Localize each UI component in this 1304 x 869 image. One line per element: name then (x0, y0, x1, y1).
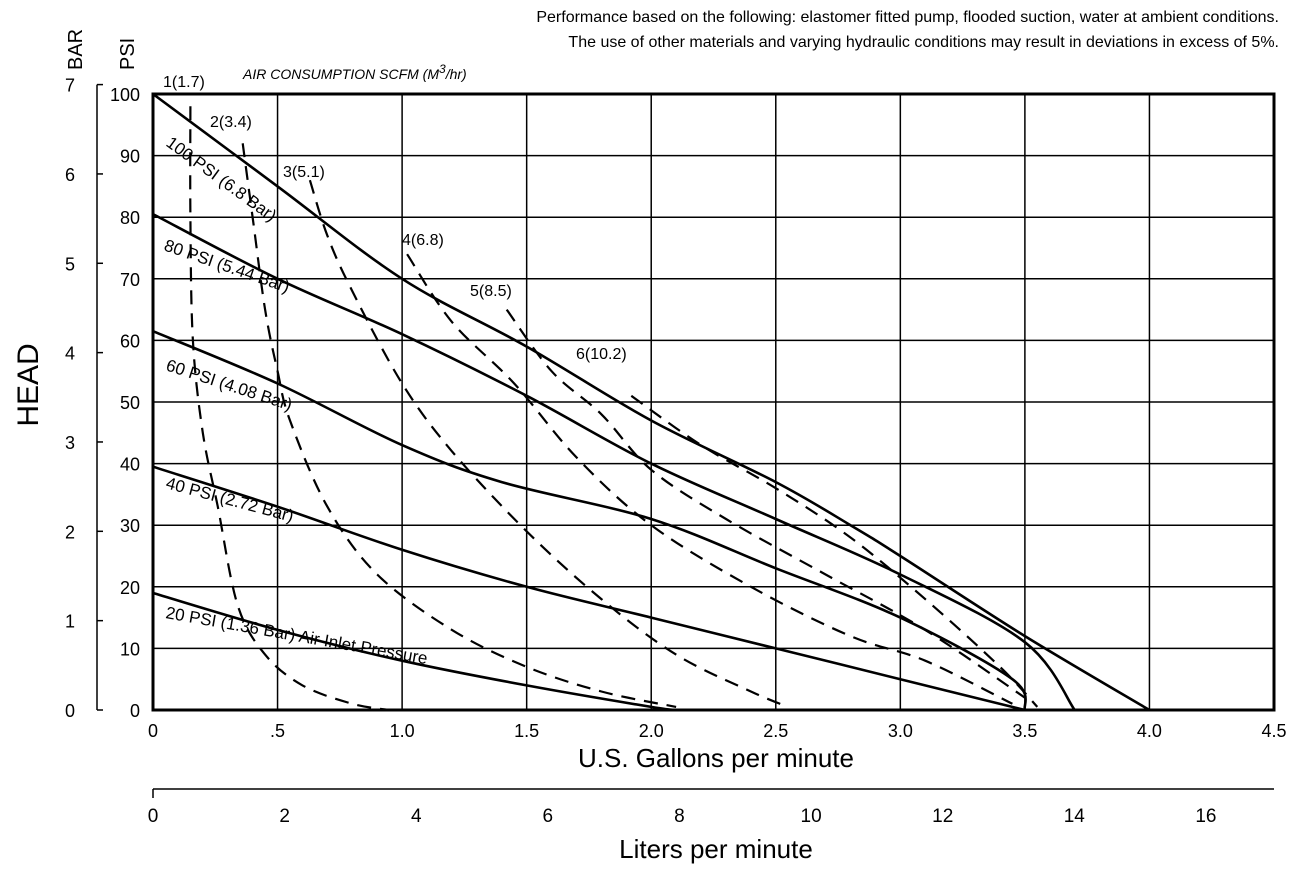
gpm-tick-label: 3.5 (1012, 721, 1037, 741)
lpm-tick-label: 14 (1064, 806, 1086, 827)
lpm-tick-label: 6 (543, 806, 554, 827)
bar-tick-label: 4 (65, 344, 75, 364)
pressure-curve (152, 465, 1026, 712)
lpm-tick-label: 4 (411, 806, 422, 827)
gpm-tick-label: 2.0 (639, 721, 664, 741)
air-consumption-title: AIR CONSUMPTION SCFM (M3/hr) (242, 62, 467, 82)
note-line-1: Performance based on the following: elas… (536, 9, 1279, 26)
y-axis-title: HEAD (12, 343, 45, 426)
pressure-curve-label: 80 PSI (5.44 Bar) (162, 236, 292, 297)
psi-tick-label: 10 (120, 639, 140, 659)
air-consumption-curve (241, 143, 677, 708)
pressure-curve-label: 100 PSI (6.8 Bar) (163, 133, 280, 226)
psi-tick-label: 50 (120, 393, 140, 413)
plot-frame (151, 92, 1276, 712)
air-curve-label: 3(5.1) (283, 164, 325, 181)
gpm-tick-label: 4.0 (1137, 721, 1162, 741)
psi-unit-label: PSI (117, 38, 139, 70)
lpm-tick-label: 10 (801, 806, 822, 827)
air-curve-label: 2(3.4) (210, 114, 252, 131)
air-consumption-curve (630, 394, 1039, 708)
air-curve-label: 4(6.8) (402, 232, 444, 249)
air-curve-label: 1(1.7) (163, 74, 205, 91)
bar-tick-label: 5 (65, 254, 75, 274)
x-axis-title: U.S. Gallons per minute (578, 743, 854, 773)
air-consumption-curve (189, 106, 390, 712)
air-consumption-curve (308, 179, 789, 708)
gpm-tick-label: 1.0 (390, 721, 415, 741)
air-curve-label: 6(10.2) (576, 346, 627, 363)
note-line-2: The use of other materials and varying h… (568, 34, 1279, 51)
left-axes: 0 10 20 30 40 50 60 70 80 90 100 0 1 2 3 4 5 6 7 (65, 76, 140, 721)
psi-tick-label: 90 (120, 147, 140, 167)
air-curve-label: 5(8.5) (470, 283, 512, 300)
psi-tick-label: 30 (120, 516, 140, 536)
x2-axis-title: Liters per minute (619, 834, 813, 864)
psi-tick-label: 70 (120, 270, 140, 290)
bar-unit-label: BAR (65, 29, 87, 70)
psi-tick-label: 20 (120, 578, 140, 598)
gpm-tick-label: 0 (148, 721, 158, 741)
grid (151, 92, 1276, 712)
curves (152, 92, 1151, 712)
gpm-tick-label: 2.5 (763, 721, 788, 741)
lpm-tick-label: 12 (932, 806, 953, 827)
pressure-curve-label: 60 PSI (4.08 Bar) (164, 356, 295, 415)
lpm-tick-label: 2 (279, 806, 290, 827)
air-consumption-curve (406, 253, 1013, 705)
bar-tick-label: 1 (65, 612, 75, 632)
psi-tick-label: 0 (130, 701, 140, 721)
bar-tick-label: 2 (65, 522, 75, 542)
gpm-tick-label: 4.5 (1261, 721, 1286, 741)
bar-tick-label: 6 (65, 165, 75, 185)
pressure-curve (152, 212, 1076, 711)
gpm-tick-label: 3.0 (888, 721, 913, 741)
bar-tick-label: 0 (65, 701, 75, 721)
pressure-curve (152, 92, 1151, 712)
bar-tick-label: 3 (65, 433, 75, 453)
gpm-tick-label: 1.5 (514, 721, 539, 741)
bar-tick-label: 7 (65, 76, 75, 96)
psi-tick-label: 80 (120, 208, 140, 228)
lpm-tick-label: 0 (148, 806, 159, 827)
pressure-curve-label: 40 PSI (2.72 Bar) (164, 474, 296, 526)
pressure-curve (152, 591, 677, 712)
gpm-tick-label: .5 (270, 721, 285, 741)
bottom-axes: 0 .5 1.0 1.5 2.0 2.5 3.0 3.5 4.0 4.5 0 2 4 6 8 10 12 14 16 (148, 721, 1287, 827)
pressure-curve (152, 330, 1027, 711)
psi-tick-label: 100 (110, 85, 140, 105)
psi-tick-label: 40 (120, 455, 140, 475)
lpm-tick-label: 8 (674, 806, 685, 827)
pressure-curve-label: 20 PSI (1.36 Bar) Air Inlet Pressure (164, 603, 429, 668)
lpm-tick-label: 16 (1195, 806, 1216, 827)
psi-tick-label: 60 (120, 331, 140, 351)
